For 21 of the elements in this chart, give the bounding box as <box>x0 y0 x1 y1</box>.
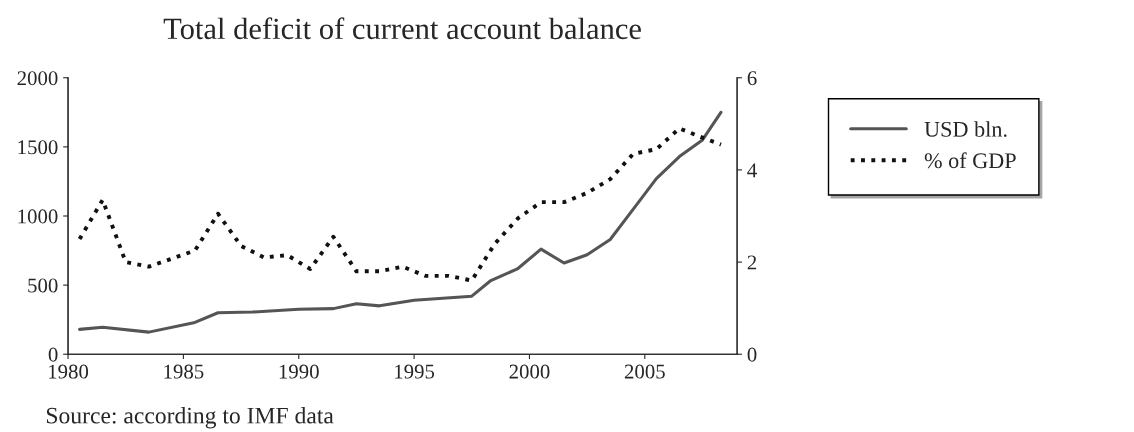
x-tick-label: 1980 <box>49 364 89 379</box>
y2-tick-label: 4 <box>747 163 757 178</box>
y-tick-label: 1500 <box>18 140 58 155</box>
x-tick-label: 2000 <box>509 364 550 379</box>
chart-title: Total deficit of current account balance <box>163 17 641 40</box>
source-note: Source: according to IMF data <box>46 406 334 429</box>
x-tick-label: 2005 <box>624 364 665 379</box>
y2-tick-label: 6 <box>747 71 757 86</box>
x-tick-label: 1995 <box>395 364 435 379</box>
y-tick-label: 500 <box>28 278 58 293</box>
y-tick-label: 2000 <box>17 71 58 86</box>
y-tick-label: 1000 <box>18 209 58 224</box>
y2-tick-label: 2 <box>747 255 757 270</box>
x-tick-label: 1990 <box>279 364 319 379</box>
line-series <box>77 126 723 283</box>
y2-tick-label: 0 <box>747 347 757 362</box>
x-tick-label: 1985 <box>164 364 204 379</box>
legend-label: USD bln. <box>924 121 1007 137</box>
line-series <box>78 110 723 334</box>
legend-label: % of GDP <box>924 152 1016 169</box>
y-tick-label: 0 <box>48 347 58 362</box>
